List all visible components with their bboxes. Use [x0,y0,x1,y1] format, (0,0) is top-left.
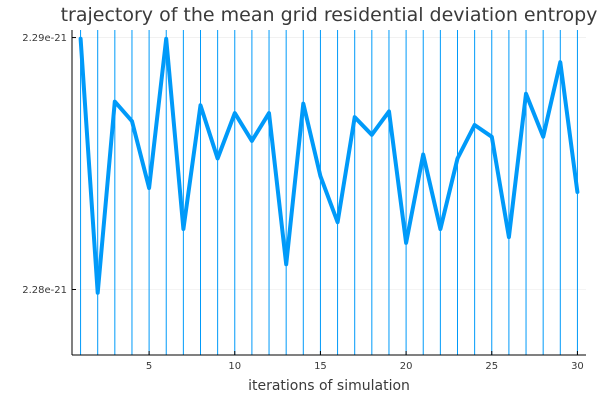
y-tick-label-0: 2.28e-21 [22,285,67,296]
y-tick-label-1: 2.29e-21 [22,33,67,44]
x-tick-label-3: 20 [400,361,413,372]
x-axis-label: iterations of simulation [248,378,410,394]
series-line-0 [78,36,580,295]
tick-labels: 5 10 15 20 25 30 2.28e-21 2.29e-21 [22,33,584,372]
axes [71,30,586,356]
x-tick-label-0: 5 [146,361,152,372]
x-tick-label-1: 10 [228,361,241,372]
x-tick-label-4: 25 [485,361,498,372]
chart-title: trajectory of the mean grid residential … [61,4,598,26]
x-tick-label-5: 30 [571,361,584,372]
iteration-marker-lines [80,30,578,355]
x-tick-label-2: 15 [314,361,327,372]
series-layer [78,36,580,295]
